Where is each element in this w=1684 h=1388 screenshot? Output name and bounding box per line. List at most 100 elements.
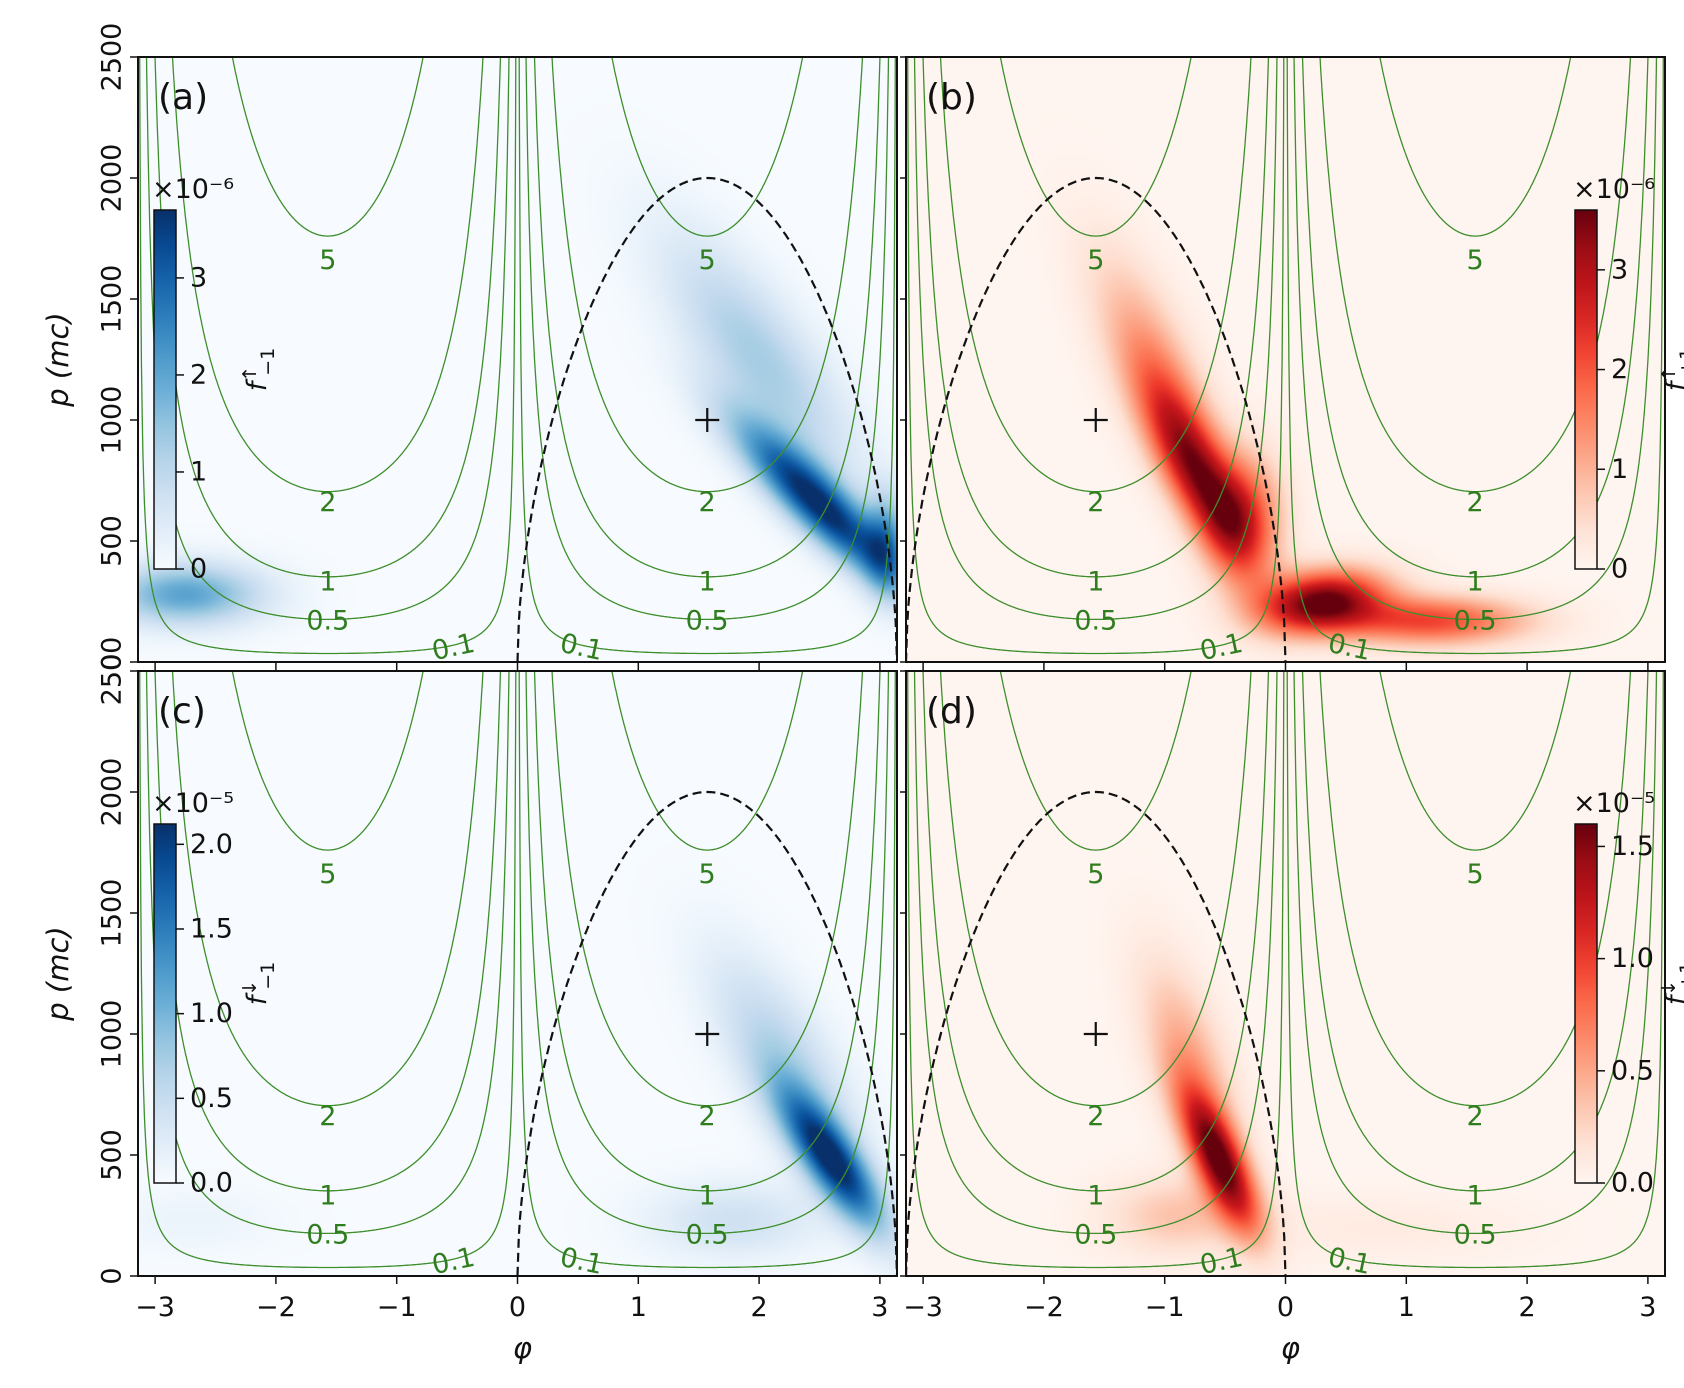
contour-label: 1 <box>319 567 336 598</box>
contour-label: 1 <box>699 1181 716 1212</box>
y-tick-label: 500 <box>97 515 128 567</box>
contour-line <box>139 57 517 655</box>
x-tick-label: 2 <box>751 1292 768 1323</box>
colorbar-gradient <box>1574 823 1598 1184</box>
colorbar-label: f↑−1 <box>239 348 279 391</box>
heatmap-d <box>906 671 1665 1276</box>
colorbar-tick-label: 3 <box>190 262 207 293</box>
colorbar: 0.0 0.5 1.0 1.5 ×10⁻⁵ f↓+1 <box>1573 788 1684 1199</box>
contour-line <box>551 57 864 493</box>
heatmap-c <box>138 671 897 1276</box>
contour-line <box>145 671 510 1235</box>
y-tick-label: 1500 <box>97 265 128 334</box>
separatrix <box>906 790 1287 1276</box>
contour-label: 2 <box>699 1101 716 1132</box>
y-tick-label: 1000 <box>97 1000 128 1069</box>
x-tick-label: −2 <box>256 1292 296 1323</box>
y-tick-label: 2500 <box>97 637 128 706</box>
contour-line <box>1379 671 1572 851</box>
contour-line <box>525 57 890 621</box>
contour-line <box>1301 57 1649 578</box>
x-axis-label: φ <box>513 1331 532 1365</box>
contour-label: 0.5 <box>306 605 349 636</box>
fixed-point-marker <box>1083 408 1108 432</box>
y-tick-label: 2000 <box>97 144 128 213</box>
contour-lines <box>907 671 1664 1269</box>
colorbar-tick-label: 2 <box>1611 354 1628 385</box>
colorbar: 0 1 2 3 ×10⁻⁶ f↑+1 <box>1573 174 1684 585</box>
contour-label: 5 <box>699 859 716 890</box>
contour-label: 1 <box>1087 1181 1104 1212</box>
contour-label: 1 <box>1087 567 1104 598</box>
colorbar-tick-label: 0.5 <box>1611 1055 1654 1086</box>
panel-tag: (b) <box>926 77 977 118</box>
colorbar-scale: ×10⁻⁵ <box>152 788 234 819</box>
colorbar-tick-label: 1.0 <box>190 998 233 1029</box>
x-tick-label: −3 <box>903 1292 943 1323</box>
contour-line <box>139 671 517 1269</box>
contour-line <box>533 57 881 578</box>
contour-label: 5 <box>319 245 336 276</box>
contour-label: 2 <box>1087 1101 1104 1132</box>
contour-line <box>913 671 1278 1235</box>
colorbar-tick-label: 1.5 <box>190 913 233 944</box>
contour-label: 5 <box>1087 859 1104 890</box>
colorbar-tick-label: 0.5 <box>190 1083 233 1114</box>
y-tick-label: 2500 <box>97 23 128 92</box>
colorbar-tick-label: 0 <box>1611 554 1628 585</box>
contour-label: 2 <box>319 487 336 518</box>
x-tick-label: 1 <box>1398 1292 1415 1323</box>
x-tick-label: 3 <box>1639 1292 1656 1323</box>
colorbar-label: f↑+1 <box>1658 348 1684 391</box>
contour-line <box>551 671 864 1107</box>
contour-line <box>611 57 804 237</box>
colorbar-label: f↓+1 <box>1658 962 1684 1005</box>
contour-label: 2 <box>699 487 716 518</box>
contour-label: 1 <box>699 567 716 598</box>
separatrix <box>906 176 1287 662</box>
contour-lines <box>907 57 1664 655</box>
fixed-point-marker <box>1083 1022 1108 1046</box>
contour-line <box>611 671 804 851</box>
contour-line <box>907 57 1285 655</box>
colorbar-tick-label: 2.0 <box>190 829 233 860</box>
x-axis-label: φ <box>1281 1331 1300 1365</box>
fixed-point-marker <box>695 1022 720 1046</box>
y-tick-label: 0 <box>97 653 128 670</box>
y-tick-label: 500 <box>97 1129 128 1181</box>
contour-line <box>533 671 881 1192</box>
contour-label: 5 <box>1467 859 1484 890</box>
contour-line <box>1301 671 1649 1192</box>
colorbar-gradient <box>153 823 177 1184</box>
contour-line <box>171 57 484 493</box>
contour-line <box>231 57 424 237</box>
contour-line <box>1319 671 1632 1107</box>
contour-lines <box>139 671 896 1269</box>
contour-label: 5 <box>1087 245 1104 276</box>
contour-line <box>518 57 896 655</box>
y-tick-label: 2000 <box>97 758 128 827</box>
contour-line <box>1379 57 1572 237</box>
colorbar-tick-label: 0.0 <box>190 1168 233 1199</box>
heatmap-b <box>906 57 1665 662</box>
colorbar-tick-label: 1.0 <box>1611 943 1654 974</box>
x-tick-label: 2 <box>1519 1292 1536 1323</box>
contour-line <box>154 671 502 1192</box>
x-tick-label: −2 <box>1024 1292 1064 1323</box>
contour-label: 0.5 <box>1454 605 1497 636</box>
contour-label: 2 <box>1467 1101 1484 1132</box>
contour-line <box>145 57 510 621</box>
contour-line <box>907 671 1285 1269</box>
colorbar-tick-label: 2 <box>190 359 207 390</box>
y-axis-label: p (mc) <box>41 312 75 407</box>
fixed-point-marker <box>695 408 720 432</box>
x-tick-label: 3 <box>871 1292 888 1323</box>
contour-line <box>999 671 1192 851</box>
contour-label: 2 <box>1467 487 1484 518</box>
contour-line <box>999 57 1192 237</box>
panel-a: 5210.50.15210.50.105001000150020002500p … <box>41 23 898 671</box>
